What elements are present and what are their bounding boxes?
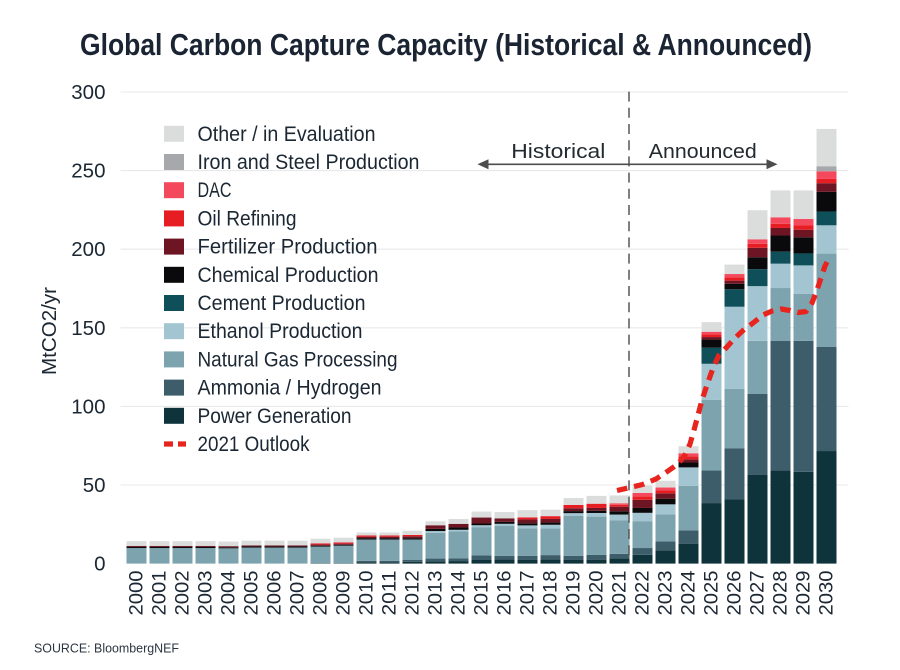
svg-text:Global Carbon Capture Capacity: Global Carbon Capture Capacity (Historic… <box>80 28 812 62</box>
svg-text:2016: 2016 <box>494 571 516 616</box>
svg-text:2019: 2019 <box>563 571 585 616</box>
svg-text:Historical: Historical <box>511 140 605 163</box>
svg-text:2009: 2009 <box>333 571 355 616</box>
svg-text:2029: 2029 <box>793 571 815 616</box>
svg-text:DAC: DAC <box>198 179 232 202</box>
svg-text:2012: 2012 <box>402 571 424 616</box>
svg-text:2004: 2004 <box>218 571 240 616</box>
svg-text:2024: 2024 <box>678 571 700 616</box>
svg-text:Ethanol Production: Ethanol Production <box>198 320 363 343</box>
svg-text:2006: 2006 <box>264 571 286 616</box>
svg-text:2008: 2008 <box>310 571 332 616</box>
svg-text:0: 0 <box>94 553 105 576</box>
svg-text:Chemical Production: Chemical Production <box>198 264 379 287</box>
svg-text:2023: 2023 <box>655 571 677 616</box>
svg-text:2020: 2020 <box>586 571 608 616</box>
svg-text:2017: 2017 <box>517 571 539 616</box>
svg-text:2013: 2013 <box>425 571 447 616</box>
svg-text:Oil Refining: Oil Refining <box>198 207 297 230</box>
svg-text:Natural Gas Processing: Natural Gas Processing <box>198 348 398 371</box>
svg-text:100: 100 <box>71 395 105 418</box>
svg-text:2022: 2022 <box>632 571 654 616</box>
svg-text:2007: 2007 <box>287 571 309 616</box>
svg-text:2027: 2027 <box>747 571 769 616</box>
svg-text:Power Generation: Power Generation <box>198 405 352 428</box>
svg-text:2026: 2026 <box>724 571 746 616</box>
svg-text:2000: 2000 <box>126 571 148 616</box>
svg-text:2003: 2003 <box>195 571 217 616</box>
svg-text:Ammonia / Hydrogen: Ammonia / Hydrogen <box>198 377 382 400</box>
svg-text:2002: 2002 <box>172 571 194 616</box>
svg-text:SOURCE: BloombergNEF: SOURCE: BloombergNEF <box>34 641 179 656</box>
svg-text:2015: 2015 <box>471 571 493 616</box>
svg-text:Other / in Evaluation: Other / in Evaluation <box>198 123 376 146</box>
svg-text:2005: 2005 <box>241 571 263 616</box>
svg-text:2011: 2011 <box>379 571 401 616</box>
svg-text:250: 250 <box>71 160 105 183</box>
svg-text:2021 Outlook: 2021 Outlook <box>198 433 310 456</box>
svg-text:150: 150 <box>71 317 105 340</box>
svg-text:Cement Production: Cement Production <box>198 292 366 315</box>
svg-text:50: 50 <box>83 474 106 497</box>
svg-text:200: 200 <box>71 238 105 261</box>
svg-text:2018: 2018 <box>540 571 562 616</box>
svg-text:2028: 2028 <box>770 571 792 616</box>
svg-text:Iron and Steel Production: Iron and Steel Production <box>198 151 420 174</box>
svg-text:300: 300 <box>71 81 105 104</box>
svg-text:Announced: Announced <box>649 140 757 163</box>
svg-text:2014: 2014 <box>448 571 470 616</box>
svg-text:MtCO2/yr: MtCO2/yr <box>39 287 61 375</box>
svg-text:2010: 2010 <box>356 571 378 616</box>
svg-text:2001: 2001 <box>149 571 171 616</box>
svg-text:Fertilizer Production: Fertilizer Production <box>198 236 378 259</box>
svg-text:2030: 2030 <box>816 571 838 616</box>
svg-text:2021: 2021 <box>609 571 631 616</box>
svg-text:2025: 2025 <box>701 571 723 616</box>
